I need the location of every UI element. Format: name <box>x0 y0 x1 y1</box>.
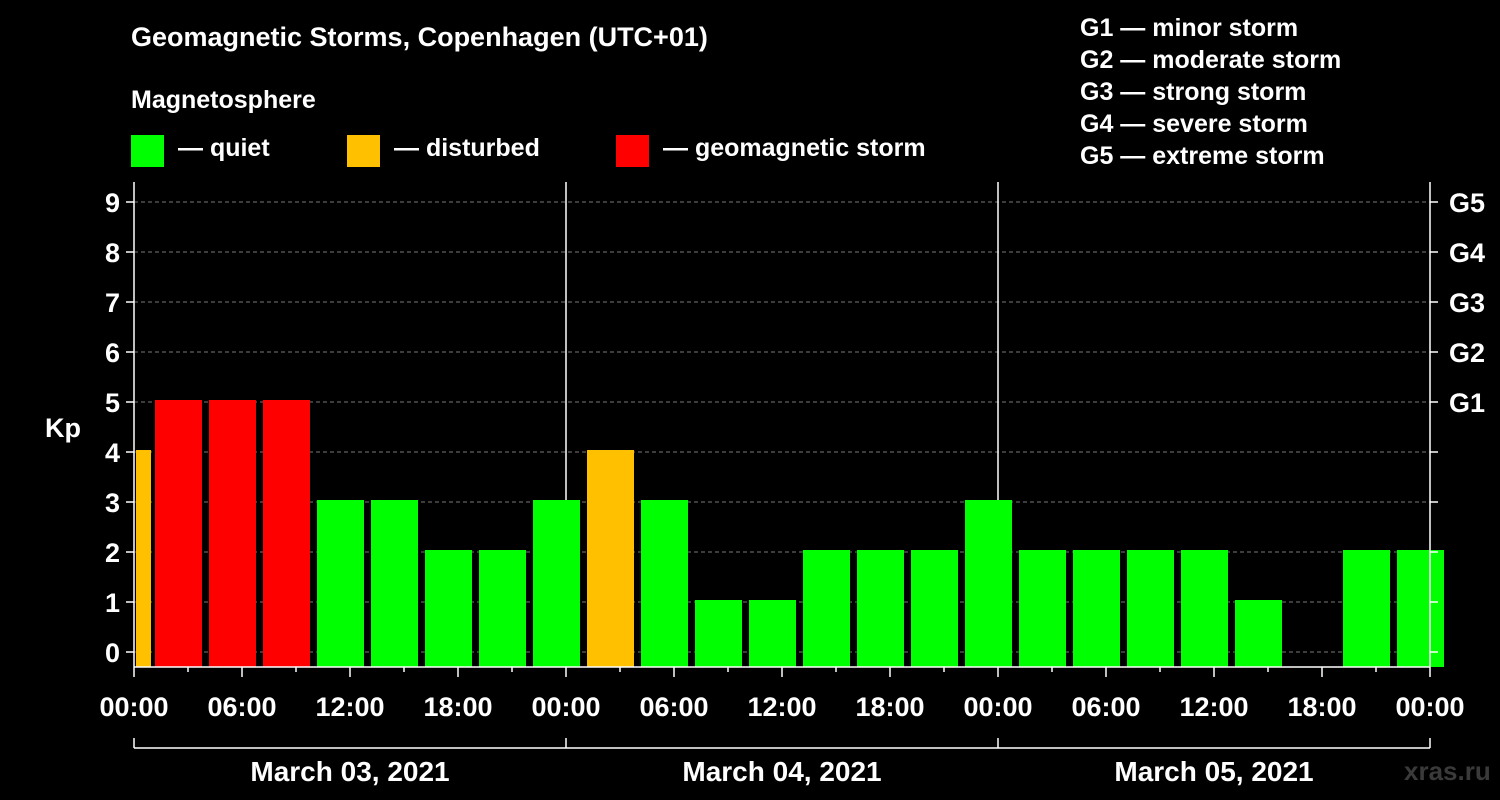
bar-quiet <box>425 550 472 667</box>
y-tick-label: 6 <box>105 338 120 368</box>
bars <box>136 400 1444 667</box>
legend-label-disturbed: — disturbed <box>394 134 540 162</box>
day-label: March 03, 2021 <box>250 756 449 787</box>
y-tick-label: 1 <box>105 588 120 618</box>
x-tick-label: 18:00 <box>855 692 924 722</box>
bar-disturbed <box>587 450 634 667</box>
bar-quiet <box>371 500 418 667</box>
bar-storm <box>155 400 202 667</box>
bar-storm <box>209 400 256 667</box>
y-tick-label: 2 <box>105 538 120 568</box>
y-tick-label: 4 <box>105 438 120 468</box>
x-tick-label: 06:00 <box>1071 692 1140 722</box>
storm-scale-g1: G1 — minor storm <box>1080 14 1299 42</box>
bar-quiet <box>1127 550 1174 667</box>
bar-quiet <box>695 600 742 667</box>
bar-storm <box>263 400 310 667</box>
x-tick-label: 12:00 <box>315 692 384 722</box>
bar-quiet <box>479 550 526 667</box>
legend-swatch-quiet <box>131 135 164 167</box>
bar-quiet <box>317 500 364 667</box>
legend-swatch-disturbed <box>347 135 380 167</box>
y-tick-label: 5 <box>105 388 120 418</box>
legend-label-quiet: — quiet <box>178 134 270 162</box>
watermark: xras.ru <box>1404 756 1491 786</box>
bar-disturbed <box>136 450 151 667</box>
x-tick-label: 18:00 <box>423 692 492 722</box>
x-tick-label: 12:00 <box>1179 692 1248 722</box>
bar-quiet <box>857 550 904 667</box>
storm-level-label-g2: G2 <box>1449 338 1485 368</box>
storm-scale-g4: G4 — severe storm <box>1080 110 1308 138</box>
storm-scale-g5: G5 — extreme storm <box>1080 142 1325 170</box>
bar-quiet <box>965 500 1012 667</box>
storm-level-label-g4: G4 <box>1449 238 1485 268</box>
bar-quiet <box>1343 550 1390 667</box>
axes: 0 1 2 3 4 5 6 7 8 9 G1 G2 G3 G4 G5 00:00 06:00 12:00 18:00… <box>99 182 1485 787</box>
x-tick-label: 18:00 <box>1287 692 1356 722</box>
x-tick-label: 00:00 <box>531 692 600 722</box>
bar-quiet <box>1181 550 1228 667</box>
bar-quiet <box>911 550 958 667</box>
x-tick-label: 06:00 <box>207 692 276 722</box>
bar-quiet <box>803 550 850 667</box>
x-tick-label: 06:00 <box>639 692 708 722</box>
y-tick-label: 3 <box>105 488 120 518</box>
day-label: March 05, 2021 <box>1114 756 1313 787</box>
y-tick-label: 9 <box>105 188 120 218</box>
y-tick-label: 8 <box>105 238 120 268</box>
day-label: March 04, 2021 <box>682 756 881 787</box>
chart-title: Geomagnetic Storms, Copenhagen (UTC+01) <box>131 22 708 52</box>
x-tick-label: 00:00 <box>99 692 168 722</box>
bar-quiet <box>1073 550 1120 667</box>
bar-quiet <box>1235 600 1282 667</box>
bar-quiet <box>1019 550 1066 667</box>
x-tick-label: 00:00 <box>1395 692 1464 722</box>
bar-quiet <box>1397 550 1444 667</box>
legend-label-storm: — geomagnetic storm <box>663 134 926 162</box>
bar-quiet <box>641 500 688 667</box>
storm-level-label-g1: G1 <box>1449 388 1485 418</box>
storm-level-label-g3: G3 <box>1449 288 1485 318</box>
x-tick-label: 12:00 <box>747 692 816 722</box>
bar-quiet <box>533 500 580 667</box>
storm-level-label-g5: G5 <box>1449 188 1485 218</box>
legend-swatch-storm <box>616 135 649 167</box>
y-tick-label: 7 <box>105 288 120 318</box>
y-tick-label: 0 <box>105 638 120 668</box>
y-axis-label: Kp <box>45 413 81 443</box>
magnetosphere-heading: Magnetosphere <box>131 86 316 114</box>
bar-quiet <box>749 600 796 667</box>
storm-scale-g2: G2 — moderate storm <box>1080 46 1342 74</box>
x-tick-label: 00:00 <box>963 692 1032 722</box>
storm-scale-g3: G3 — strong storm <box>1080 78 1307 106</box>
